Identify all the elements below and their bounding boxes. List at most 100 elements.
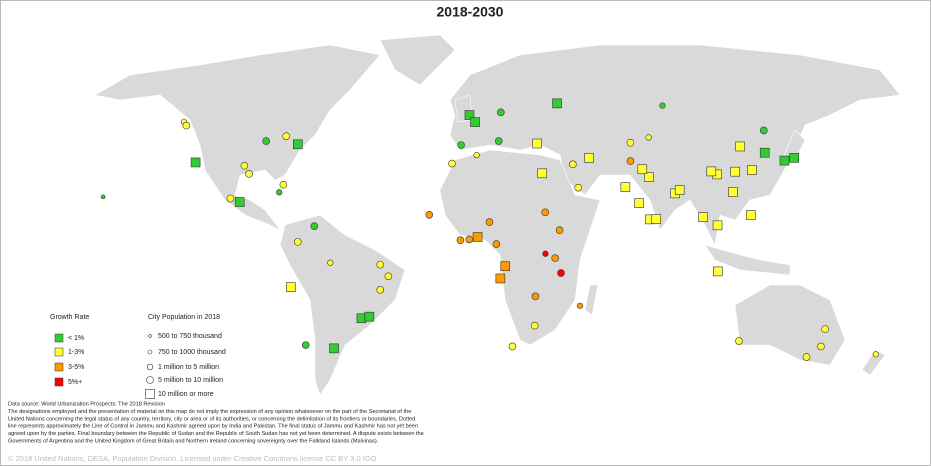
city-marker (659, 102, 666, 109)
growth-swatch (54, 362, 64, 372)
city-marker (456, 236, 465, 245)
city-marker (279, 180, 288, 189)
city-marker (531, 292, 540, 301)
city-marker (745, 210, 756, 220)
city-marker (542, 250, 549, 257)
city-marker (226, 194, 235, 203)
city-marker (530, 321, 539, 330)
city-marker (872, 351, 879, 358)
city-marker (551, 254, 559, 262)
city-marker (240, 161, 249, 170)
size-symbol (147, 349, 153, 355)
city-marker (789, 153, 800, 163)
growth-label: 5%+ (68, 379, 82, 386)
city-marker (634, 198, 644, 208)
size-symbol (146, 376, 154, 384)
size-label: 750 to 1000 thousand (158, 349, 226, 356)
growth-label: 1-3% (68, 349, 84, 356)
size-label: 5 million to 10 million (158, 377, 223, 384)
note-line: Governments of Argentina and the United … (8, 438, 379, 444)
growth-label: 3-5% (68, 364, 84, 371)
city-marker (182, 121, 191, 130)
city-marker (574, 183, 582, 192)
city-marker (500, 261, 511, 272)
city-marker (508, 342, 517, 351)
city-marker (472, 232, 483, 242)
city-marker (495, 273, 506, 284)
growth-legend-title: Growth Rate (50, 314, 89, 321)
city-marker (532, 138, 542, 149)
city-marker (651, 214, 662, 224)
city-marker (457, 141, 465, 149)
size-symbol (146, 363, 154, 371)
city-marker (779, 155, 790, 166)
city-marker (576, 302, 584, 309)
city-marker (817, 342, 825, 351)
city-marker (644, 172, 654, 182)
city-marker (735, 141, 745, 152)
city-marker (494, 137, 503, 145)
city-marker (674, 185, 685, 195)
growth-swatch (54, 347, 64, 357)
city-marker (759, 147, 770, 158)
city-marker (234, 197, 245, 207)
city-marker (569, 160, 577, 169)
city-marker (735, 337, 743, 345)
city-marker (557, 269, 565, 277)
size-legend-title: City Population in 2018 (148, 314, 220, 321)
city-marker (465, 235, 474, 244)
city-marker (470, 117, 480, 127)
city-marker (376, 286, 385, 294)
city-marker (712, 266, 723, 277)
city-marker (245, 170, 253, 178)
city-marker (276, 189, 283, 196)
size-symbol (148, 334, 152, 338)
city-marker (329, 343, 339, 354)
city-marker (537, 168, 547, 179)
city-marker (706, 166, 717, 177)
city-marker (584, 153, 594, 163)
city-marker (310, 222, 319, 230)
city-marker (759, 126, 768, 135)
size-symbol (145, 389, 155, 399)
city-marker (552, 98, 562, 109)
note-line: line represents approximately the Line o… (8, 424, 418, 430)
growth-swatch (54, 333, 64, 343)
city-marker (541, 208, 549, 217)
city-marker (712, 220, 723, 231)
city-marker (626, 138, 635, 147)
city-marker (821, 325, 829, 333)
city-marker (293, 238, 302, 246)
city-markers (100, 98, 879, 361)
size-label: 500 to 750 thousand (158, 333, 222, 340)
note-line: United Nations concerning the legal stat… (8, 416, 415, 422)
city-marker (301, 341, 310, 349)
city-marker (485, 218, 494, 226)
size-label: 1 million to 5 million (158, 364, 219, 371)
city-marker (645, 134, 652, 141)
size-label: 10 million or more (158, 391, 214, 398)
city-marker (384, 272, 393, 281)
city-marker (286, 282, 296, 292)
city-marker (327, 259, 334, 266)
city-marker (464, 110, 475, 120)
copyright: © 2018 United Nations, DESA, Population … (8, 454, 379, 463)
note-line: The designations employed and the presen… (8, 409, 411, 415)
city-marker (376, 260, 385, 269)
city-marker (728, 187, 738, 197)
city-marker (497, 108, 505, 117)
city-marker (802, 353, 811, 361)
city-marker (190, 157, 201, 168)
city-marker (262, 137, 271, 145)
map-title: 2018-2030 (437, 4, 504, 20)
city-marker (292, 139, 303, 150)
notes: Data source: World Urbanization Prospect… (8, 401, 424, 444)
growth-label: < 1% (68, 335, 84, 342)
growth-swatch (54, 377, 64, 387)
city-marker (620, 182, 631, 192)
city-marker (555, 226, 564, 235)
city-marker (492, 240, 501, 248)
city-marker (282, 132, 290, 140)
city-marker (637, 164, 648, 175)
